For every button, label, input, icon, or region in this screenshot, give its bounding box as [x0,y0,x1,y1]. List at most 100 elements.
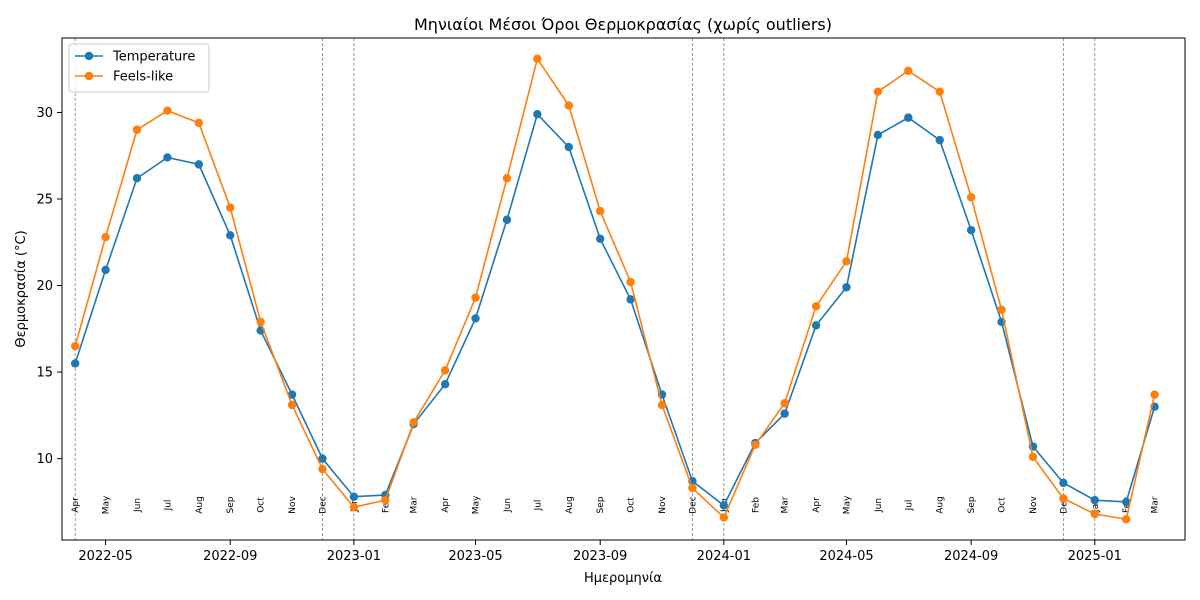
legend: Temperature Feels-like [68,43,210,93]
month-label: Dec [688,496,698,513]
series-1-point [780,409,789,418]
y-tick-label: 20 [36,279,53,294]
series-1-point [935,135,944,145]
month-label: Sep [596,496,606,513]
y-tick-label: 10 [36,452,53,467]
month-label: Dec [318,496,328,513]
series-2-point [318,464,327,474]
x-tick-label: 2023-01 [327,549,381,564]
month-label: Apr [812,497,822,513]
month-label: May [102,495,112,514]
series-2-point [626,277,635,287]
series-2-point [70,341,80,351]
month-label: Mar [410,496,420,513]
month-label: Sep [967,496,977,513]
series-2-point [533,54,542,63]
month-label: Oct [998,497,1008,513]
x-tick-label: 2024-01 [697,549,751,564]
x-tick-label: 2023-05 [448,549,502,564]
series-1-point [194,160,204,169]
series-2-point [904,66,913,76]
series-1-point [873,130,883,140]
month-label: Jul [904,500,914,512]
legend-marker [84,51,94,61]
series-1-point [1059,478,1068,488]
series-line-1 [74,112,1156,507]
month-label: Oct [627,497,637,513]
y-tick-label: 30 [36,106,53,121]
x-tick-label: 2024-05 [819,549,873,564]
series-1-point [226,231,235,240]
series-2-point [409,418,418,427]
series-2-point [688,483,697,493]
series-2-point [440,366,450,375]
series-2-point [935,87,944,96]
series-2-point [842,257,851,266]
series-2-point [966,193,976,202]
series-2-point [256,317,265,327]
x-tick-label: 2022-05 [78,549,132,564]
series-1-point [564,142,573,152]
y-tick-label: 25 [36,192,53,207]
series-1-point [811,321,821,330]
legend-label: Feels-like [113,70,173,85]
series-1-point [101,265,110,275]
month-label: May [842,495,852,514]
x-tick-label: 2023-09 [573,549,627,564]
series-1-point [595,234,605,243]
series-2-point [997,305,1006,314]
series-1-point [533,109,542,119]
series-2-point [471,293,480,302]
series-2-point [101,232,110,242]
month-label: Mar [1151,496,1161,513]
series-2-point [226,203,235,212]
series-2-point [811,302,821,311]
series-2-point [657,400,667,410]
series-2-point [349,502,359,512]
series-1-point [163,153,172,162]
legend-label: Temperature [112,50,195,65]
series-2-point [751,440,760,449]
month-label: Apr [441,497,451,513]
month-label: Feb [751,497,761,513]
x-axis-label: Ημερομηνία [584,571,662,586]
month-label: Nov [658,496,668,514]
month-label: May [472,495,482,514]
series-1-point [349,492,359,501]
series-1-point [440,380,450,389]
plot-area: Apr May Jun Jul Aug Sep Oct Nov Dec Jan Feb Mar Apr M… [36,37,1186,564]
series-2-point [502,174,512,183]
series-2-point [1059,494,1068,503]
month-label: Oct [257,497,267,513]
series-1-point [842,283,851,292]
month-label: Mar [781,496,791,513]
month-label: Aug [565,496,575,514]
series-1-point [966,225,976,235]
series-1-point [626,295,635,304]
series-1-point [132,174,142,183]
series-1-point [719,501,729,510]
month-label: Jun [503,498,513,513]
month-label: Jun [874,498,884,513]
month-label: Jun [133,498,143,513]
series-1-point [502,215,512,224]
series-2-point [1150,390,1159,399]
series-2-point [132,125,142,134]
y-axis-label: Θερμοκρασία (°C) [14,230,29,347]
series-1-point [471,314,480,323]
chart-title: Μηνιαίοι Μέσοι Όροι Θερμοκρασίας (χωρίς … [414,15,832,34]
series-2-point [595,206,605,216]
series-2-point [719,513,729,522]
series-2-point [163,106,172,115]
series-2-point [1090,509,1099,519]
plot-frame [61,37,1186,541]
series-1-point [70,359,80,368]
series-1-point [287,390,297,399]
month-label: Feb [381,497,391,513]
series-2-point [1122,515,1131,524]
month-label: Nov [288,496,298,514]
series-1-point [1122,497,1131,507]
series-1-point [318,454,327,463]
